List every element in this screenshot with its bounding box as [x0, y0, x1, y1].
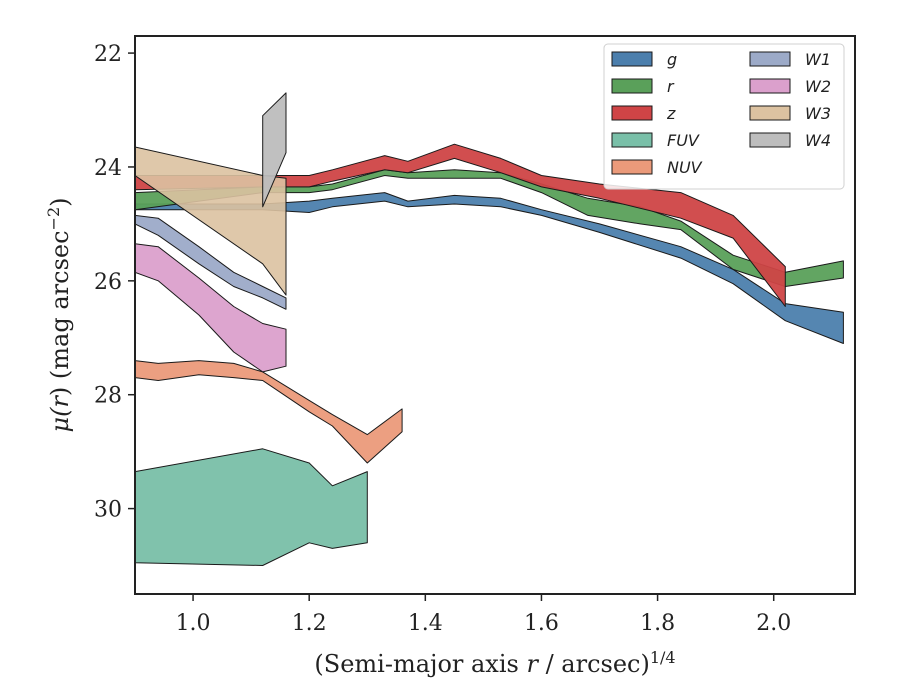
x-axis-ticks: 1.0 1.2 1.4 1.6 1.8 2.0	[176, 594, 791, 636]
x-tick-label: 1.0	[176, 611, 211, 636]
legend-swatch-nuv	[611, 159, 653, 175]
legend-label-w3: W3	[805, 104, 831, 123]
legend-swatch-fuv	[611, 132, 653, 148]
legend-label-nuv: NUV	[667, 158, 703, 177]
band-w4	[262, 92, 287, 208]
x-tick-label: 2.0	[756, 611, 791, 636]
legend-label-fuv: FUV	[667, 131, 700, 150]
y-tick-label: 26	[94, 270, 122, 295]
legend-swatch-r	[611, 78, 653, 94]
surface-brightness-bands	[135, 92, 844, 566]
legend-swatch-z	[611, 105, 653, 121]
x-tick-label: 1.2	[292, 611, 327, 636]
y-tick-label: 22	[94, 42, 122, 67]
legend-swatch-w1	[749, 51, 791, 67]
band-fuv	[135, 448, 368, 566]
plot-frame	[134, 35, 856, 595]
y-tick-label: 24	[94, 156, 122, 181]
legend-label-r: r	[667, 77, 675, 96]
x-axis-label: (Semi-major axis r / arcsec)1/4	[314, 648, 675, 678]
legend-label-w4: W4	[805, 131, 831, 150]
y-axis-ticks: 22 24 26 28 30	[94, 42, 135, 523]
y-tick-label: 30	[94, 498, 122, 523]
legend-swatch-w4	[749, 132, 791, 148]
band-nuv	[135, 360, 403, 464]
x-tick-label: 1.8	[640, 611, 675, 636]
legend: grz FUV NUV W1 W2 W3 W4	[603, 43, 845, 190]
band-w2	[135, 243, 287, 373]
legend-swatch-w2	[749, 78, 791, 94]
y-tick-label: 28	[94, 384, 122, 409]
legend-label-g: g	[667, 50, 677, 69]
y-axis-label: μ(r) (mag arcsec−2)	[44, 197, 74, 432]
x-tick-label: 1.4	[408, 611, 443, 636]
x-tick-label: 1.6	[524, 611, 559, 636]
legend-label-w1: W1	[805, 50, 831, 69]
legend-label-w2: W2	[805, 77, 831, 96]
band-z	[135, 143, 786, 307]
band-w1	[135, 214, 287, 310]
legend-label-z: z	[666, 104, 676, 123]
legend-swatch-w3	[749, 105, 791, 121]
legend-swatch-g	[611, 51, 653, 67]
